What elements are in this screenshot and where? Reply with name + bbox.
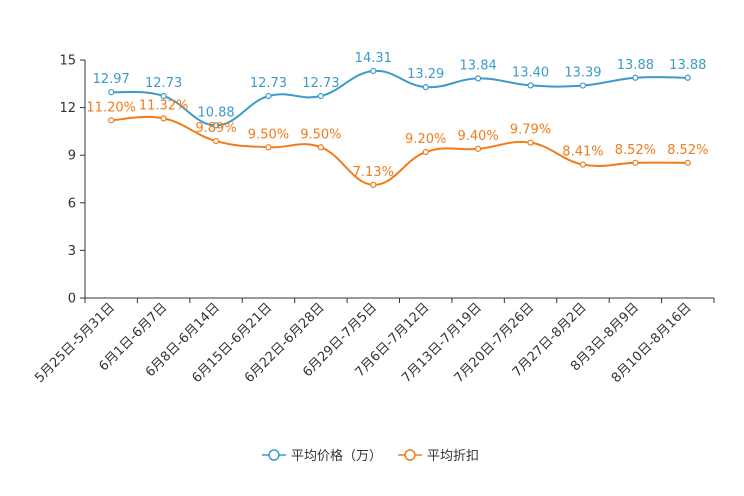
y-tick-label: 6 (68, 196, 76, 211)
data-point[interactable] (632, 159, 639, 166)
data-label: 11.20% (86, 100, 136, 115)
data-point[interactable] (370, 181, 377, 188)
legend: 平均价格（万） 平均折扣 (262, 448, 479, 464)
y-tick-label: 0 (68, 292, 76, 307)
data-point[interactable] (632, 74, 639, 81)
series-2: 11.20% 11.32% 9.89% 9.50% 9.50% 7.13% 9.20% 9.4… (86, 98, 708, 188)
data-point[interactable] (370, 67, 377, 75)
data-label: 9.50% (248, 127, 289, 142)
data-label: 9.40% (457, 129, 498, 144)
legend-item-1[interactable]: 平均价格（万） (262, 448, 382, 464)
legend-item-2[interactable]: 平均折扣 (398, 449, 479, 464)
series-group: 12.97 12.73 10.88 12.73 12.73 14.31 13.29 13.84… (86, 51, 708, 188)
data-label: 9.89% (195, 121, 236, 136)
y-tick-label: 12 (59, 101, 76, 116)
data-label: 8.41% (562, 145, 603, 160)
data-label: 13.88 (617, 58, 654, 73)
legend-marker-icon (404, 449, 416, 461)
data-point[interactable] (579, 82, 587, 89)
data-point[interactable] (265, 92, 272, 100)
data-label: 13.29 (407, 67, 444, 82)
data-point[interactable] (527, 82, 534, 89)
data-label: 12.97 (93, 72, 130, 87)
data-point[interactable] (527, 139, 534, 146)
data-label: 8.52% (615, 143, 656, 158)
data-label: 13.39 (564, 66, 601, 81)
data-label: 9.50% (300, 127, 341, 142)
data-point[interactable] (579, 161, 587, 168)
data-point[interactable] (160, 115, 167, 122)
data-point[interactable] (212, 122, 220, 129)
data-point[interactable] (684, 74, 691, 81)
data-point[interactable] (475, 75, 482, 82)
data-label: 12.73 (302, 76, 339, 91)
data-point[interactable] (475, 145, 482, 152)
y-tick-label: 15 (59, 54, 76, 69)
data-label: 10.88 (197, 105, 234, 120)
data-label: 12.73 (250, 76, 287, 91)
data-point[interactable] (160, 92, 167, 100)
data-label: 8.52% (667, 143, 708, 158)
data-label: 9.79% (510, 123, 551, 138)
data-point[interactable] (108, 117, 115, 124)
data-label: 13.84 (460, 58, 497, 73)
data-point[interactable] (317, 92, 324, 100)
y-tick-label: 9 (68, 149, 76, 164)
legend-label: 平均折扣 (427, 449, 479, 464)
data-label: 12.73 (145, 76, 182, 91)
data-label: 9.20% (405, 132, 446, 147)
data-point[interactable] (108, 89, 115, 96)
data-label: 13.40 (512, 65, 549, 80)
series-1: 12.97 12.73 10.88 12.73 12.73 14.31 13.29 13.84… (93, 51, 706, 129)
data-point[interactable] (212, 137, 220, 145)
data-label: 11.32% (139, 98, 189, 113)
data-label: 13.88 (669, 58, 706, 73)
legend-marker-icon (268, 449, 280, 461)
legend-label: 平均价格（万） (291, 448, 382, 464)
data-label: 7.13% (353, 165, 394, 180)
data-point[interactable] (422, 84, 429, 91)
data-label: 14.31 (355, 51, 392, 66)
data-point[interactable] (265, 144, 272, 151)
data-point[interactable] (422, 148, 429, 156)
data-point[interactable] (684, 159, 691, 166)
y-tick-label: 3 (68, 244, 76, 259)
data-point[interactable] (317, 144, 324, 151)
